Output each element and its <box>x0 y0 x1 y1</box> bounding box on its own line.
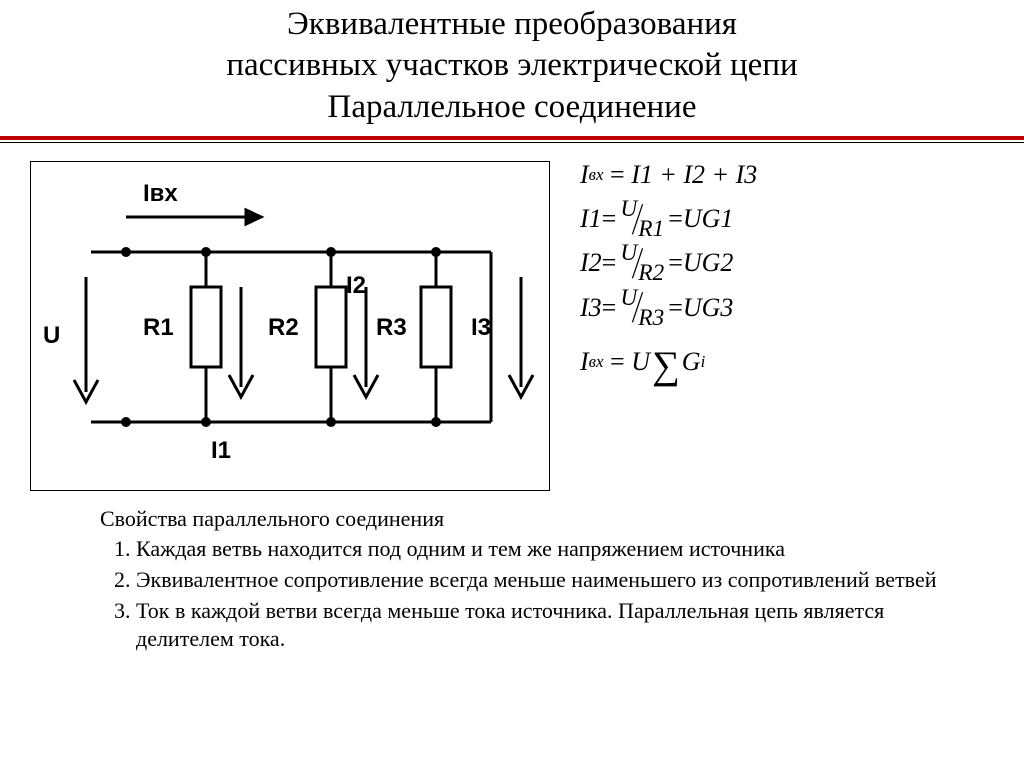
eq-i1-frac: U ∕ R1 <box>620 201 664 237</box>
eq-i2-den: R2 <box>638 255 664 291</box>
eq-i2-frac: U ∕ R2 <box>620 245 664 281</box>
eq-i3: I3 = U ∕ R3 = UG3 <box>580 288 994 328</box>
label-i2: I2 <box>346 272 366 300</box>
eq-i1: I1 = U ∕ R1 = UG1 <box>580 199 994 239</box>
eq-ivxf-sym: I <box>580 342 589 382</box>
eq-ivxf-gsub: i <box>701 349 706 375</box>
eq-ivxf-g: G <box>682 342 701 382</box>
properties-heading: Свойства параллельного соединения <box>100 505 984 534</box>
label-r2: R2 <box>268 314 299 342</box>
eq-i1-lhs: I1 <box>580 199 602 239</box>
sigma-icon: ∑ <box>652 336 680 396</box>
label-r1: R1 <box>143 314 174 342</box>
title-line-1: Эквивалентные преобразования <box>287 6 737 42</box>
eq-i3-g: UG3 <box>683 288 734 328</box>
label-r3: R3 <box>376 314 407 342</box>
eq-i2-lhs: I2 <box>580 243 602 283</box>
label-i3: I3 <box>471 314 491 342</box>
divider-red <box>0 136 1024 140</box>
label-u: U <box>43 322 60 350</box>
circuit-diagram: Iвх U R1 R2 R3 I1 I2 I3 <box>30 161 550 491</box>
eq-ivxf-sub: вх <box>589 349 604 375</box>
property-item: Эквивалентное сопротивление всегда меньш… <box>136 566 984 595</box>
eq-ivx-sum: Iвх = I1 + I2 + I3 <box>580 155 994 195</box>
page-title: Эквивалентные преобразования пассивных у… <box>0 0 1024 136</box>
eq-ivx-rhs: I1 + I2 + I3 <box>631 155 757 195</box>
eq-i3-lhs: I3 <box>580 288 602 328</box>
eq-ivx-final: Iвх = U ∑ Gi <box>580 332 994 392</box>
eq-i1-den: R1 <box>638 211 664 247</box>
equations-block: Iвх = I1 + I2 + I3 I1 = U ∕ R1 = UG1 I2 … <box>550 155 994 491</box>
property-item: Ток в каждой ветви всегда меньше тока ис… <box>136 597 984 654</box>
eq-ivx-sub: вх <box>589 162 604 188</box>
title-divider <box>0 136 1024 143</box>
eq-i2: I2 = U ∕ R2 = UG2 <box>580 243 994 283</box>
eq-i3-den: R3 <box>638 300 664 336</box>
eq-ivx-sym: I <box>580 155 589 195</box>
eq-ivxf-u: U <box>631 342 650 382</box>
eq-i1-g: UG1 <box>683 199 734 239</box>
title-line-3: Параллельное соединение <box>328 89 697 125</box>
property-item: Каждая ветвь находится под одним и тем ж… <box>136 535 984 564</box>
eq-i3-frac: U ∕ R3 <box>620 290 664 326</box>
title-line-2: пассивных участков электрической цепи <box>226 47 797 83</box>
eq-i2-g: UG2 <box>683 243 734 283</box>
properties-list: Каждая ветвь находится под одним и тем ж… <box>100 535 984 653</box>
label-ivx: Iвх <box>143 180 178 208</box>
label-i1: I1 <box>211 437 231 465</box>
properties-block: Свойства параллельного соединения Каждая… <box>0 491 1024 654</box>
